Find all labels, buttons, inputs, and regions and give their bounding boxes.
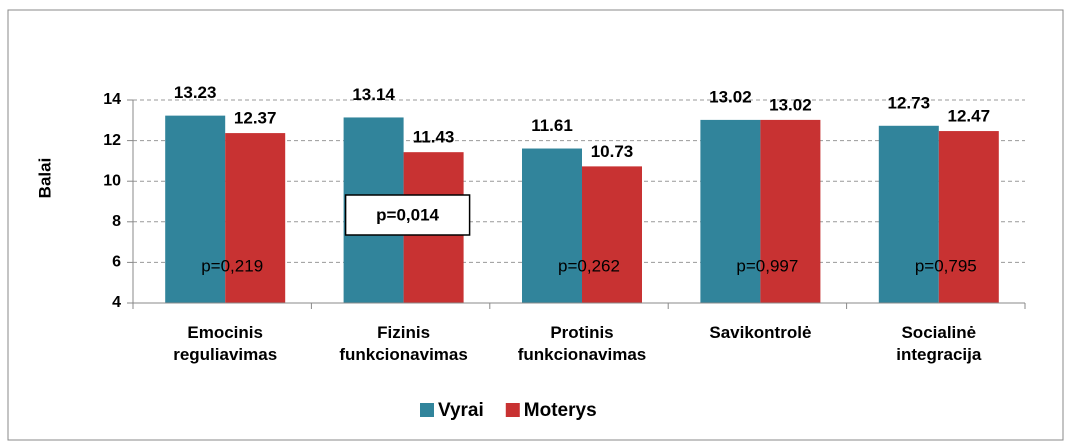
x-tick-label: Fizinis funkcionavimas [339,323,468,364]
x-tick-label: Savikontrolė [709,323,812,342]
bar [878,125,939,303]
bar [582,166,642,303]
annotation-box [344,194,471,236]
value-label: 13.02 [709,87,752,106]
y-axis-label: Balai [35,158,54,199]
value-label: 13.23 [174,83,217,102]
annotation: p=0,795 [915,256,977,275]
value-label: 11.61 [531,116,573,135]
annotation: p=0,997 [736,256,798,275]
annotation: p=0,262 [558,256,620,275]
bar [760,119,821,303]
y-tick-label: 6 [112,254,121,271]
y-tick-label: 8 [112,213,121,230]
annotation: p=0,219 [201,256,263,275]
bar [938,131,999,303]
y-tick-label: 4 [112,294,121,311]
x-tick-label: Socialinė integracija [896,323,982,364]
bar [165,115,226,303]
value-label: 12.73 [888,93,931,112]
legend-label: Vyrai [438,400,484,421]
x-tick-label: Protinis funkcionavimas [517,323,647,364]
y-tick-label: 14 [103,91,121,108]
value-label: 13.02 [769,95,812,114]
legend-swatch [420,403,434,417]
value-label: 10.73 [591,142,634,161]
annotation: p=0,014 [376,205,439,224]
x-tick-label: Emocinis reguliavimas [173,323,278,364]
bar [225,133,286,303]
legend-label: Moterys [524,400,597,421]
bar [700,119,761,303]
bar [522,148,582,303]
value-label: 12.47 [948,107,991,126]
value-label: 11.43 [413,128,455,147]
value-label: 12.37 [234,109,277,128]
legend-swatch [505,403,520,417]
y-tick-label: 12 [103,132,121,149]
y-tick-label: 10 [103,172,121,189]
value-label: 13.14 [352,85,395,104]
